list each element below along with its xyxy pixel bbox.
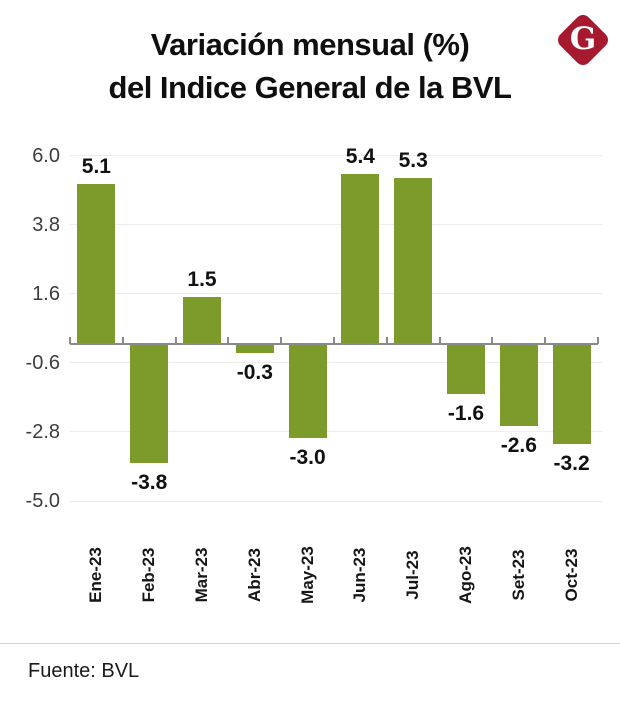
axis-tick <box>385 337 388 344</box>
axis-tick <box>438 337 441 344</box>
value-label-Ene-23: 5.1 <box>81 154 111 178</box>
bar-Feb-23 <box>130 344 169 464</box>
bar-Jun-23 <box>341 174 380 344</box>
gridline <box>70 431 602 433</box>
axis-tick <box>597 337 599 344</box>
x-axis-label-Feb-23: Feb-23 <box>139 547 159 603</box>
chart-title-line2: del Indice General de la BVL <box>108 70 512 105</box>
bar-Set-23 <box>499 344 538 426</box>
logo-letter: G <box>569 21 597 57</box>
axis-tick <box>121 337 124 344</box>
axis-tick <box>544 337 547 344</box>
x-axis-label-Abr-23: Abr-23 <box>244 548 264 602</box>
axis-tick <box>333 337 335 344</box>
gridline <box>70 155 602 157</box>
bar-Mar-23 <box>183 296 221 344</box>
y-axis-label: 3.8 <box>32 213 60 236</box>
bar-Jul-23 <box>394 177 433 344</box>
y-axis-label: 6.0 <box>32 144 60 167</box>
x-axis-line <box>70 343 598 345</box>
value-label-May-23: -3.0 <box>289 446 326 470</box>
gridline <box>70 293 602 295</box>
y-axis-label: -5.0 <box>25 490 60 512</box>
value-label-Oct-23: -3.2 <box>553 452 590 476</box>
gridline <box>70 500 602 502</box>
x-axis-label-Ago-23: Ago-23 <box>456 546 475 604</box>
y-axis-label: -0.6 <box>25 351 60 374</box>
x-axis-label-Set-23: Set-23 <box>508 549 528 601</box>
x-axis-label-Mar-23: Mar-23 <box>192 547 211 603</box>
source-credit: Fuente: BVL <box>28 660 140 682</box>
x-axis-label-Ene-23: Ene-23 <box>86 547 106 603</box>
chart-title-line1: Variación mensual (%) <box>150 27 470 62</box>
footer-divider <box>0 643 620 644</box>
x-axis-label-May-23: May-23 <box>297 546 317 604</box>
axis-tick <box>227 337 230 344</box>
value-label-Mar-23: 1.5 <box>187 267 217 291</box>
value-label-Feb-23: -3.8 <box>131 471 168 495</box>
axis-tick <box>280 337 283 344</box>
bar-Ene-23 <box>77 183 116 344</box>
axis-tick <box>174 337 177 344</box>
gridline <box>70 362 602 364</box>
bar-May-23 <box>288 344 327 439</box>
y-axis-label: -2.8 <box>25 420 60 443</box>
x-axis-label-Oct-23: Oct-23 <box>561 548 581 602</box>
value-label-Jul-23: 5.3 <box>398 148 428 172</box>
y-axis-label: 1.6 <box>32 282 60 305</box>
x-axis-label-Jul-23: Jul-23 <box>403 550 423 600</box>
gridline <box>70 224 602 226</box>
axis-tick <box>491 337 494 344</box>
bar-Ago-23 <box>447 344 485 395</box>
value-label-Ago-23: -1.6 <box>447 402 485 426</box>
gestion-logo: G <box>554 11 612 69</box>
x-axis-label-Jun-23: Jun-23 <box>350 547 370 603</box>
axis-tick <box>69 337 71 344</box>
value-label-Jun-23: 5.4 <box>345 145 375 169</box>
value-label-Set-23: -2.6 <box>500 433 537 457</box>
bar-Abr-23 <box>235 344 274 354</box>
bar-Oct-23 <box>552 344 591 445</box>
value-label-Abr-23: -0.3 <box>236 361 273 385</box>
